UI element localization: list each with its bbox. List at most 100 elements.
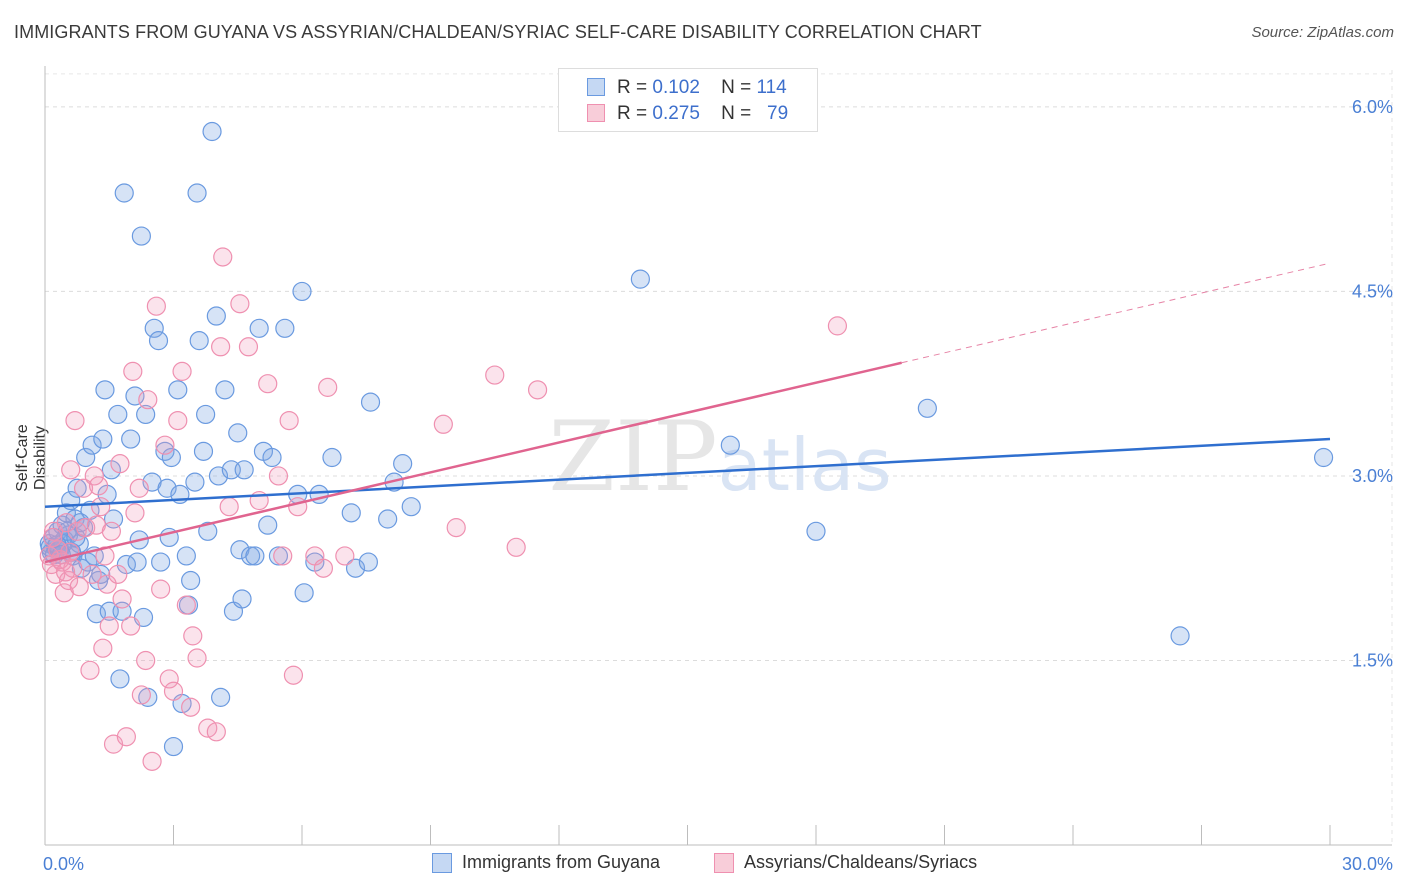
n-value: 79 xyxy=(767,103,789,124)
point-assyrian xyxy=(116,727,136,747)
point-guyana xyxy=(294,583,314,603)
point-assyrian xyxy=(125,503,145,523)
point-guyana xyxy=(1170,626,1190,646)
point-guyana xyxy=(121,429,141,449)
point-guyana xyxy=(125,386,145,406)
watermark: ZIPatlas xyxy=(548,401,891,513)
source-label: Source: ZipAtlas.com xyxy=(1251,24,1394,41)
point-guyana xyxy=(806,521,826,541)
point-assyrian xyxy=(273,546,293,566)
point-guyana xyxy=(163,736,184,757)
point-guyana xyxy=(1313,447,1334,468)
point-assyrian xyxy=(527,380,548,400)
point-assyrian xyxy=(283,665,304,685)
n-label: N = xyxy=(721,77,752,98)
point-guyana xyxy=(144,318,164,338)
point-assyrian xyxy=(183,626,203,646)
legend-swatch-blue xyxy=(432,853,452,873)
point-assyrian xyxy=(318,377,338,397)
point-guyana xyxy=(245,546,265,566)
y-tick-label: 6.0% xyxy=(1352,97,1393,117)
point-guyana xyxy=(215,380,235,400)
point-guyana xyxy=(185,472,205,492)
point-guyana xyxy=(292,281,312,302)
trend-line-assyrian xyxy=(44,361,902,564)
point-guyana xyxy=(206,306,226,326)
point-guyana xyxy=(258,515,278,535)
point-assyrian xyxy=(151,579,171,599)
r-label: R = xyxy=(617,77,648,98)
r-value: 0.275 xyxy=(652,103,700,124)
x-tick-label-min: 0.0% xyxy=(43,854,84,874)
stats-legend: R = 0.102 N = 114 R = 0.275 N = 79 xyxy=(558,68,818,132)
point-assyrian xyxy=(131,685,151,705)
point-assyrian xyxy=(99,616,119,636)
point-assyrian xyxy=(101,521,121,541)
n-value: 114 xyxy=(756,77,787,98)
trend-lines xyxy=(44,262,1331,564)
point-guyana xyxy=(196,404,216,425)
point-assyrian xyxy=(110,454,130,474)
point-guyana xyxy=(630,269,650,289)
point-assyrian xyxy=(827,316,848,336)
point-assyrian xyxy=(163,681,184,701)
point-guyana xyxy=(341,503,361,523)
point-guyana xyxy=(161,447,181,468)
point-guyana xyxy=(131,226,151,246)
point-assyrian xyxy=(84,466,104,486)
trend-line-assyrian-extension xyxy=(901,262,1331,364)
trend-line-guyana xyxy=(44,437,1331,508)
y-tick-label: 3.0% xyxy=(1352,466,1393,486)
point-guyana xyxy=(114,183,134,203)
point-assyrian xyxy=(155,435,175,455)
point-guyana xyxy=(401,497,421,517)
point-guyana xyxy=(322,447,342,468)
point-assyrian xyxy=(181,697,201,717)
point-guyana xyxy=(181,570,201,591)
r-value: 0.102 xyxy=(652,77,700,98)
point-assyrian xyxy=(258,374,278,394)
point-guyana xyxy=(275,318,295,338)
point-assyrian xyxy=(61,460,81,480)
point-assyrian xyxy=(80,660,100,680)
point-assyrian xyxy=(288,497,308,517)
point-guyana xyxy=(249,318,269,338)
point-guyana xyxy=(193,441,214,461)
point-guyana xyxy=(262,447,282,468)
point-assyrian xyxy=(485,365,505,385)
point-assyrian xyxy=(159,669,179,689)
tick-labels: 1.5% 3.0% 4.5% 6.0% 0.0% 30.0% xyxy=(43,97,1393,874)
point-guyana xyxy=(93,429,113,449)
legend-swatch-blue xyxy=(587,78,605,96)
point-assyrian xyxy=(146,296,166,316)
point-assyrian xyxy=(136,650,156,671)
legend-label: Immigrants from Guyana xyxy=(462,852,661,872)
y-tick-label: 4.5% xyxy=(1352,281,1393,301)
y-tick-label: 1.5% xyxy=(1352,650,1393,670)
point-guyana xyxy=(176,546,196,566)
point-assyrian xyxy=(88,476,109,496)
point-assyrian xyxy=(176,595,196,615)
legend-swatch-pink xyxy=(714,853,734,873)
point-guyana xyxy=(151,552,171,572)
point-assyrian xyxy=(121,616,141,636)
point-guyana xyxy=(202,121,222,142)
point-assyrian xyxy=(168,410,188,431)
point-guyana xyxy=(228,423,248,443)
point-assyrian xyxy=(91,497,111,517)
point-assyrian xyxy=(123,361,143,381)
point-guyana xyxy=(393,454,413,474)
point-guyana xyxy=(720,435,740,455)
point-guyana xyxy=(198,521,218,541)
point-assyrian xyxy=(97,574,117,594)
point-guyana xyxy=(95,380,115,400)
legend-swatch-pink xyxy=(587,104,605,122)
x-tick-label-max: 30.0% xyxy=(1342,854,1393,874)
n-label: N = xyxy=(721,103,752,124)
point-assyrian xyxy=(55,562,76,582)
r-label: R = xyxy=(617,103,648,124)
point-assyrian xyxy=(446,518,466,538)
point-assyrian xyxy=(129,478,149,498)
point-assyrian xyxy=(230,294,250,314)
